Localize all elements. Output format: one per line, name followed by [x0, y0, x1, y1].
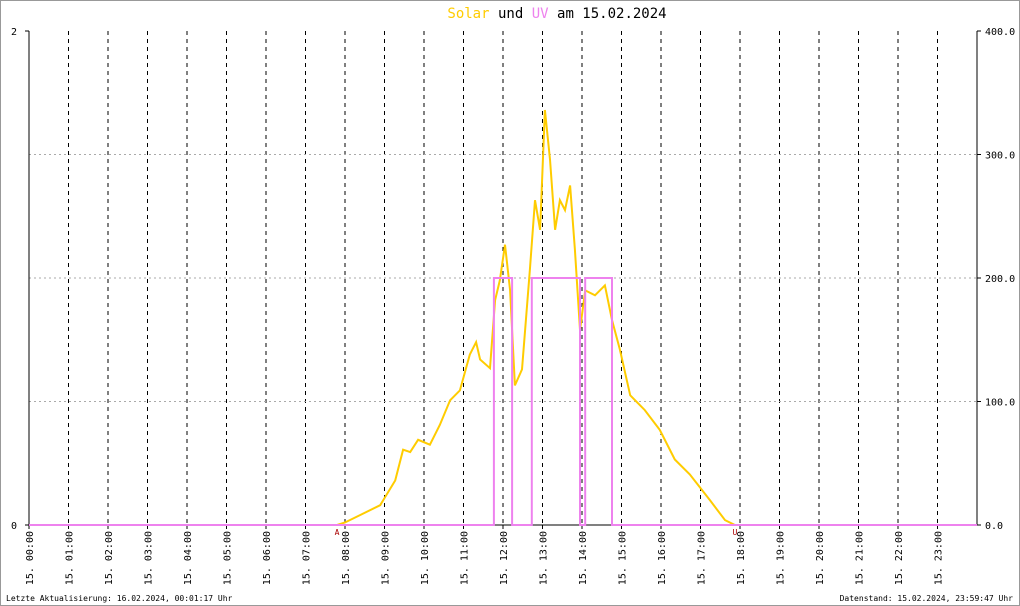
title-part: Solar: [447, 6, 489, 22]
title-part: am 15.02.2024: [557, 6, 667, 22]
footer-right: Datenstand: 15.02.2024, 23:59:47 Uhr: [840, 594, 1014, 603]
x-tick-label: 15. 20:00: [815, 531, 826, 585]
x-tick-label: 15. 01:00: [65, 531, 76, 585]
series-line: [29, 109, 977, 526]
x-tick-label: 15. 15:00: [618, 531, 629, 585]
x-tick-label: 15. 05:00: [223, 531, 234, 585]
y2-tick-label: 300.0: [985, 151, 1015, 162]
x-tick-label: 15. 03:00: [144, 531, 155, 585]
y2-tick-label: 400.0: [985, 27, 1015, 38]
x-tick-label: 15. 10:00: [420, 531, 431, 585]
annotation: A: [335, 528, 340, 537]
x-tick-label: 15. 02:00: [104, 531, 115, 585]
x-tick-label: 15. 14:00: [578, 531, 589, 585]
x-tick-label: 15. 07:00: [302, 531, 313, 585]
x-tick-label: 15. 19:00: [776, 531, 787, 585]
footer-left: Letzte Aktualisierung: 16.02.2024, 00:01…: [6, 594, 233, 603]
x-tick-label: 15. 08:00: [341, 531, 352, 585]
chart-title: Solar und UV am 15.02.2024: [447, 6, 666, 22]
x-tick-label: 15. 16:00: [657, 531, 668, 585]
x-tick-label: 15. 21:00: [855, 531, 866, 585]
x-tick-label: 15. 18:00: [736, 531, 747, 585]
y-tick-label: 0: [11, 521, 17, 532]
y2-tick-label: 200.0: [985, 274, 1015, 285]
annotation: U: [732, 528, 737, 537]
y2-tick-label: 100.0: [985, 398, 1015, 409]
title-part: UV: [532, 6, 549, 22]
y2-tick-label: 0.0: [985, 521, 1003, 532]
x-tick-label: 15. 11:00: [460, 531, 471, 585]
x-tick-label: 15. 00:00: [25, 531, 36, 585]
series-line: [29, 277, 977, 526]
y-tick-label: 2: [11, 27, 17, 38]
x-tick-label: 15. 04:00: [183, 531, 194, 585]
x-tick-label: 15. 12:00: [499, 531, 510, 585]
x-tick-label: 15. 09:00: [381, 531, 392, 585]
x-tick-label: 15. 13:00: [539, 531, 550, 585]
x-tick-label: 15. 06:00: [262, 531, 273, 585]
x-tick-label: 15. 22:00: [894, 531, 905, 585]
title-part: und: [498, 6, 523, 22]
x-tick-label: 15. 23:00: [934, 531, 945, 585]
x-tick-label: 15. 17:00: [697, 531, 708, 585]
